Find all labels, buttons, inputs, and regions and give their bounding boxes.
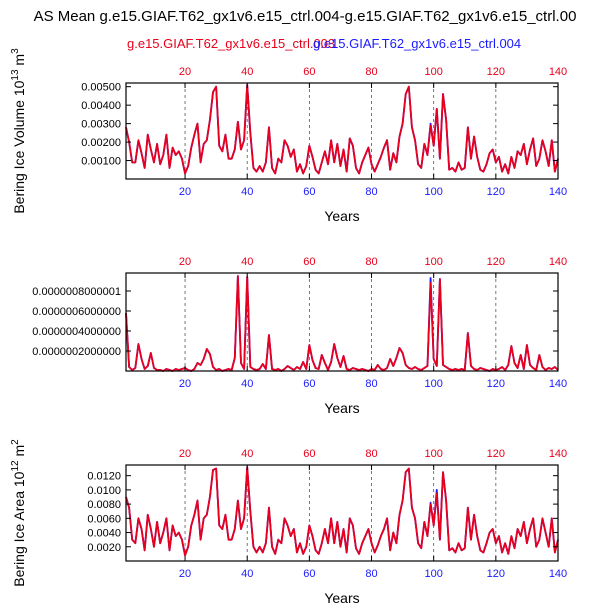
y-tick-label: 0.0000006000000	[32, 306, 121, 318]
x-tick-label: 20	[179, 186, 191, 198]
legend-label-series-b: g.e15.GIAF.T62_gx1v6.e15_ctrl.004	[313, 36, 521, 51]
y-tick-label: 0.00200	[81, 137, 121, 149]
x-tick-label-top: 140	[549, 448, 567, 460]
y-tick-label: 0.00100	[81, 156, 121, 168]
plot-frame	[125, 272, 559, 372]
x-tick-label-top: 80	[365, 66, 377, 78]
x-tick-label: 20	[179, 378, 191, 390]
panel-volume: 20 20 40 40 60 60 80 80 100 100 120 120 140 140 0.0010…	[10, 48, 567, 224]
x-tick-label: 40	[241, 378, 253, 390]
y-tick-label: 0.0060	[87, 513, 121, 525]
x-tick-label: 140	[549, 186, 567, 198]
x-tick-label-top: 60	[303, 66, 315, 78]
series-line-a	[125, 275, 559, 372]
x-tick-label: 80	[365, 568, 377, 580]
x-tick-label-top: 80	[365, 256, 377, 268]
x-tick-label: 100	[425, 186, 443, 198]
x-tick-label-top: 60	[303, 256, 315, 268]
legend-label-series-a: g.e15.GIAF.T62_gx1v6.e15_ctrl.003	[127, 36, 335, 51]
x-tick-label-top: 140	[549, 256, 567, 268]
y-tick-label: 0.0080	[87, 499, 121, 511]
y-tick-label: 0.0100	[87, 485, 121, 497]
x-axis-label: Years	[324, 400, 359, 416]
series-line-a	[125, 466, 559, 557]
x-tick-label-top: 20	[179, 66, 191, 78]
panels: 20 20 40 40 60 60 80 80 100 100 120 120 140 140 0.0010…	[10, 48, 567, 606]
x-tick-label: 40	[241, 186, 253, 198]
x-tick-label: 80	[365, 378, 377, 390]
y-axis-label-unit: m	[11, 445, 27, 461]
y-axis-label: Bering Ice Volume 1013 m3	[10, 48, 27, 214]
y-tick-label: 0.00400	[81, 100, 121, 112]
plot-frame	[125, 82, 559, 180]
x-tick-label-top: 60	[303, 448, 315, 460]
x-tick-label: 120	[487, 568, 505, 580]
x-tick-label-top: 40	[241, 66, 253, 78]
y-tick-label: 0.0000008000001	[32, 286, 121, 298]
x-tick-label: 20	[179, 568, 191, 580]
y-tick-label: 0.0120	[87, 471, 121, 483]
y-tick-label: 0.00300	[81, 119, 121, 131]
x-tick-label-top: 40	[241, 256, 253, 268]
x-tick-label-top: 40	[241, 448, 253, 460]
y-tick-label: 0.0020	[87, 542, 121, 554]
y-axis-label-text: Bering Ice Area 10	[11, 471, 27, 586]
x-tick-label: 100	[425, 568, 443, 580]
y-tick-label: 0.0000002000000	[32, 346, 121, 358]
x-tick-label-top: 120	[487, 66, 505, 78]
x-tick-label: 140	[549, 378, 567, 390]
y-axis-label-unit-exponent: 2	[10, 439, 21, 445]
x-tick-label: 40	[241, 568, 253, 580]
figure-title: AS Mean g.e15.GIAF.T62_gx1v6.e15_ctrl.00…	[34, 8, 577, 25]
x-tick-label-top: 80	[365, 448, 377, 460]
x-tick-label: 100	[425, 378, 443, 390]
x-axis-label: Years	[324, 208, 359, 224]
y-axis-label-exponent: 13	[10, 69, 21, 81]
x-tick-label-top: 140	[549, 66, 567, 78]
y-axis-label-unit: m	[11, 54, 27, 70]
y-tick-label: 0.0000004000000	[32, 326, 121, 338]
x-tick-label-top: 100	[425, 448, 443, 460]
panel-middle: 20 20 40 40 60 60 80 80 100 100 120 120 140 140 0.0000…	[32, 256, 567, 416]
series-line-a	[125, 83, 559, 175]
panel-area: 20 20 40 40 60 60 80 80 100 100 120 120 140 140 0.0020…	[10, 439, 567, 606]
plot-frame	[125, 464, 559, 562]
y-tick-label: 0.00500	[81, 82, 121, 94]
x-tick-label: 60	[303, 186, 315, 198]
y-tick-label: 0.0040	[87, 528, 121, 540]
x-tick-label-top: 20	[179, 256, 191, 268]
x-tick-label-top: 120	[487, 448, 505, 460]
x-tick-label-top: 120	[487, 256, 505, 268]
x-axis-label: Years	[324, 590, 359, 606]
x-tick-label: 60	[303, 378, 315, 390]
x-tick-label-top: 20	[179, 448, 191, 460]
x-tick-label: 60	[303, 568, 315, 580]
y-axis-label-text: Bering Ice Volume 10	[11, 80, 27, 213]
y-axis-label-unit-exponent: 3	[10, 48, 21, 54]
x-tick-label-top: 100	[425, 256, 443, 268]
x-tick-label: 120	[487, 378, 505, 390]
x-tick-label: 120	[487, 186, 505, 198]
y-axis-label-exponent: 12	[10, 460, 21, 472]
x-tick-label: 140	[549, 568, 567, 580]
y-axis-label: Bering Ice Area 1012 m2	[10, 439, 27, 587]
x-tick-label: 80	[365, 186, 377, 198]
series-line-b	[125, 275, 559, 372]
x-tick-label-top: 100	[425, 66, 443, 78]
